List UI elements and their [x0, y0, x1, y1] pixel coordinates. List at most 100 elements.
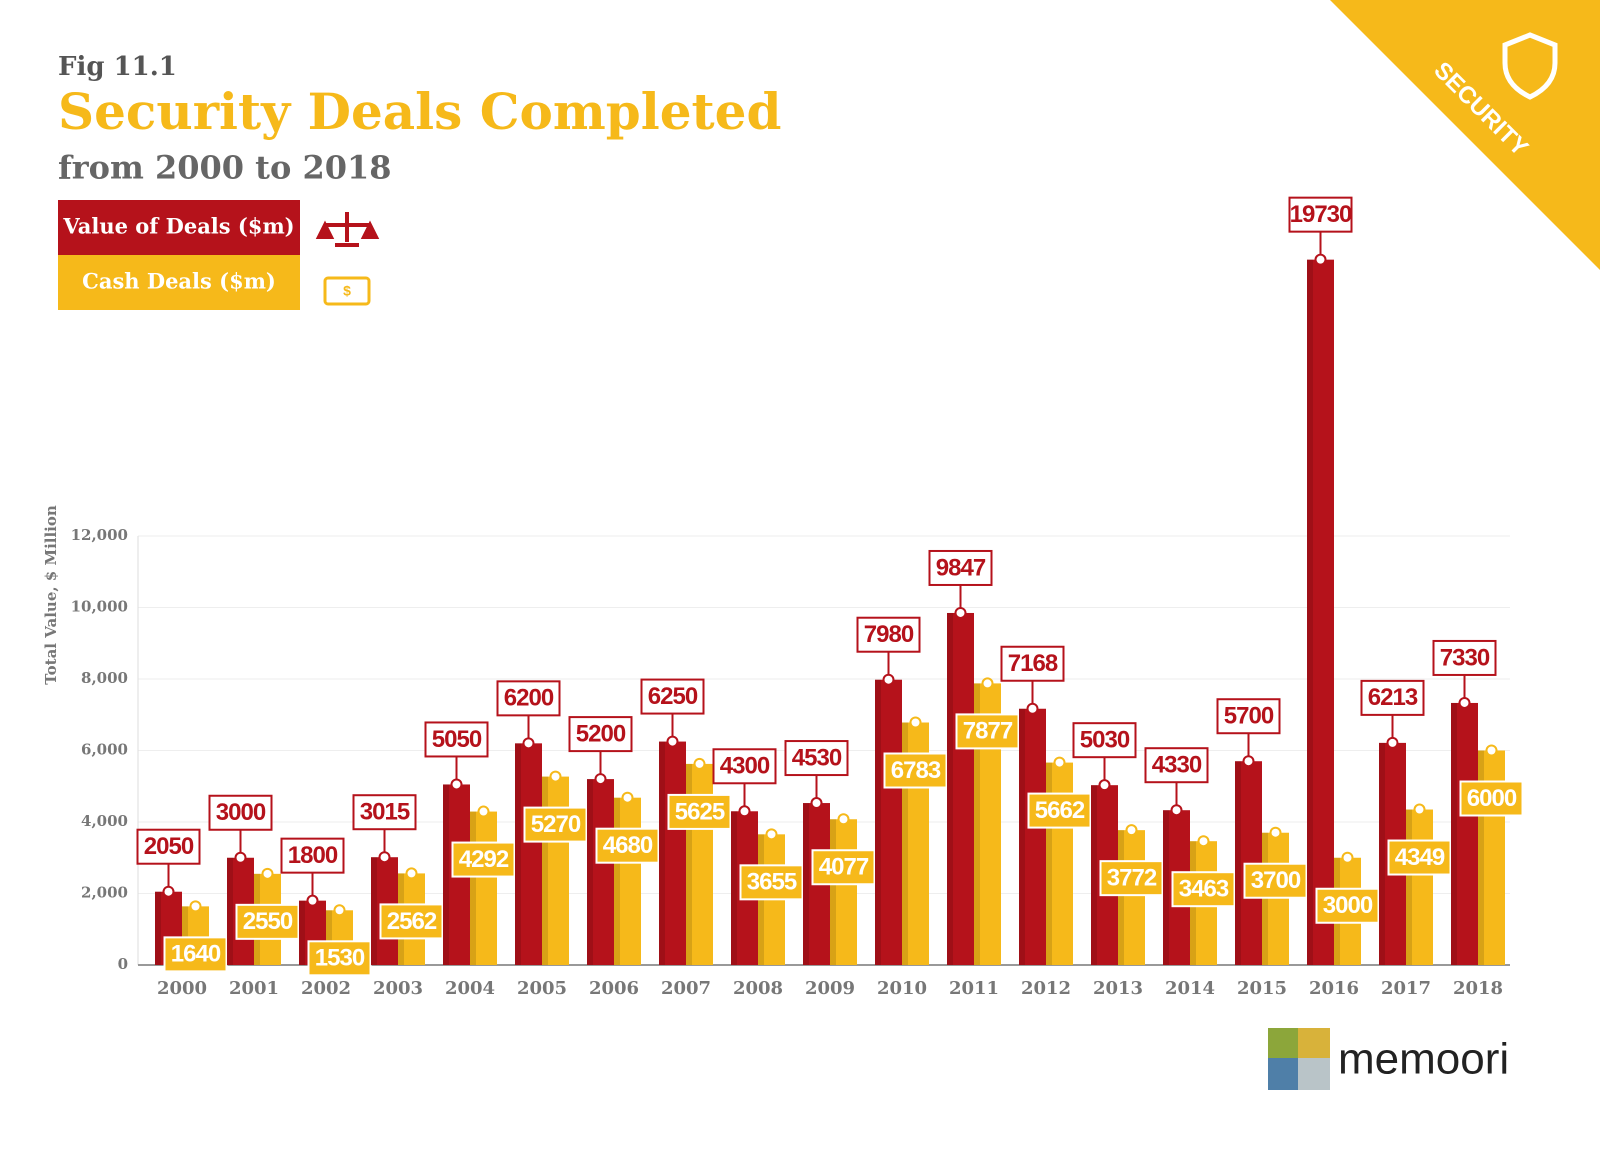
data-label-box [379, 903, 444, 940]
data-label: 6200 [504, 685, 554, 712]
data-label: 5700 [1224, 703, 1274, 730]
bar-shade [1019, 708, 1025, 965]
bar [1262, 832, 1289, 965]
bar-shade [326, 910, 332, 965]
data-label-box [1216, 698, 1281, 735]
data-label-group: 6000 [1459, 780, 1524, 817]
y-tick-label: 0 [118, 955, 128, 973]
data-label-group: 19730 [1288, 196, 1353, 233]
data-label-box [1171, 871, 1236, 908]
bar-shade [1118, 830, 1124, 965]
bar-shade [470, 811, 476, 965]
data-label: 5030 [1080, 727, 1130, 754]
brand-name: memoori [1338, 1035, 1509, 1084]
data-label: 5625 [675, 798, 725, 825]
data-label: 3463 [1179, 876, 1229, 903]
bar-shade [1163, 810, 1169, 965]
x-tick-label: 2018 [1453, 978, 1503, 999]
data-label-group: 4349 [1387, 839, 1452, 876]
data-label: 4530 [792, 744, 842, 771]
bar-shade [1406, 809, 1412, 965]
corner-badge-bg [1330, 0, 1600, 270]
bar-marker [594, 773, 607, 786]
bar-marker [909, 716, 922, 729]
data-label-box [955, 713, 1020, 750]
x-tick-label: 2016 [1309, 978, 1359, 999]
bar [830, 819, 857, 965]
bar-shade [1307, 259, 1313, 966]
bar-marker [810, 797, 823, 810]
data-label-box [1459, 780, 1524, 817]
data-label-group: 7980 [856, 616, 921, 653]
legend-label: Cash Deals ($m) [82, 269, 276, 294]
bar-marker [522, 737, 535, 750]
x-tick-label: 2017 [1381, 978, 1431, 999]
bar-marker [1314, 253, 1327, 266]
bar [587, 779, 614, 965]
bar-shade [731, 811, 737, 965]
bar-marker [1170, 804, 1183, 817]
bar-shade [947, 612, 953, 965]
bar-marker [189, 900, 202, 913]
bar-shade [587, 779, 593, 965]
data-label: 5200 [576, 720, 626, 747]
bar-marker [1341, 851, 1354, 864]
data-label-box [1315, 887, 1380, 924]
data-label: 7168 [1008, 650, 1058, 677]
bar-marker [477, 805, 490, 818]
bar-shade [659, 741, 665, 965]
data-label-group: 2050 [136, 828, 201, 865]
data-label-box [307, 940, 372, 977]
bar-shade [1091, 785, 1097, 965]
data-label-group: 1640 [163, 936, 228, 973]
bar-shade [803, 803, 809, 965]
bar-shade [1379, 742, 1385, 965]
data-label-box [739, 864, 804, 901]
data-label-box [928, 549, 993, 586]
bar [947, 612, 974, 965]
data-label-box [208, 794, 273, 831]
data-label: 5662 [1035, 797, 1085, 824]
data-label-group: 6250 [640, 678, 705, 715]
data-label-box [352, 794, 417, 831]
x-tick-label: 2004 [445, 978, 495, 999]
bar-shade [542, 776, 548, 965]
data-label: 6000 [1467, 785, 1517, 812]
x-tick-label: 2013 [1093, 978, 1143, 999]
data-label-box [1027, 792, 1092, 829]
x-tick-label: 2008 [733, 978, 783, 999]
data-label: 3000 [216, 799, 266, 826]
data-label-group: 5700 [1216, 698, 1281, 735]
data-label: 6250 [648, 683, 698, 710]
data-label: 1530 [315, 945, 365, 972]
bar [1019, 708, 1046, 965]
data-label-group: 6200 [496, 680, 561, 717]
data-label-group: 4077 [811, 849, 876, 886]
legend-swatch [58, 200, 300, 255]
shield-icon [1502, 32, 1558, 100]
data-label-box [280, 837, 345, 874]
data-label-box [667, 793, 732, 830]
data-label-group: 3463 [1171, 871, 1236, 908]
bar-shade [1478, 750, 1484, 965]
data-label: 4349 [1395, 844, 1445, 871]
data-label: 1640 [171, 941, 221, 968]
x-tick-label: 2007 [661, 978, 711, 999]
bar [1118, 830, 1145, 965]
bar [470, 811, 497, 965]
bar [614, 797, 641, 965]
data-label-group: 5270 [523, 806, 588, 843]
bar-marker [621, 791, 634, 804]
bar-shade [1451, 702, 1457, 965]
data-label: 1800 [288, 842, 338, 869]
data-label-group: 3015 [352, 794, 417, 831]
data-label-box [883, 752, 948, 789]
x-tick-label: 2012 [1021, 978, 1071, 999]
data-label: 2550 [243, 908, 293, 935]
data-label-group: 9847 [928, 549, 993, 586]
data-label: 7330 [1440, 644, 1490, 671]
data-label-group: 3655 [739, 864, 804, 901]
data-label-box [424, 721, 489, 758]
y-tick-label: 12,000 [71, 526, 128, 544]
bar-marker [450, 778, 463, 791]
